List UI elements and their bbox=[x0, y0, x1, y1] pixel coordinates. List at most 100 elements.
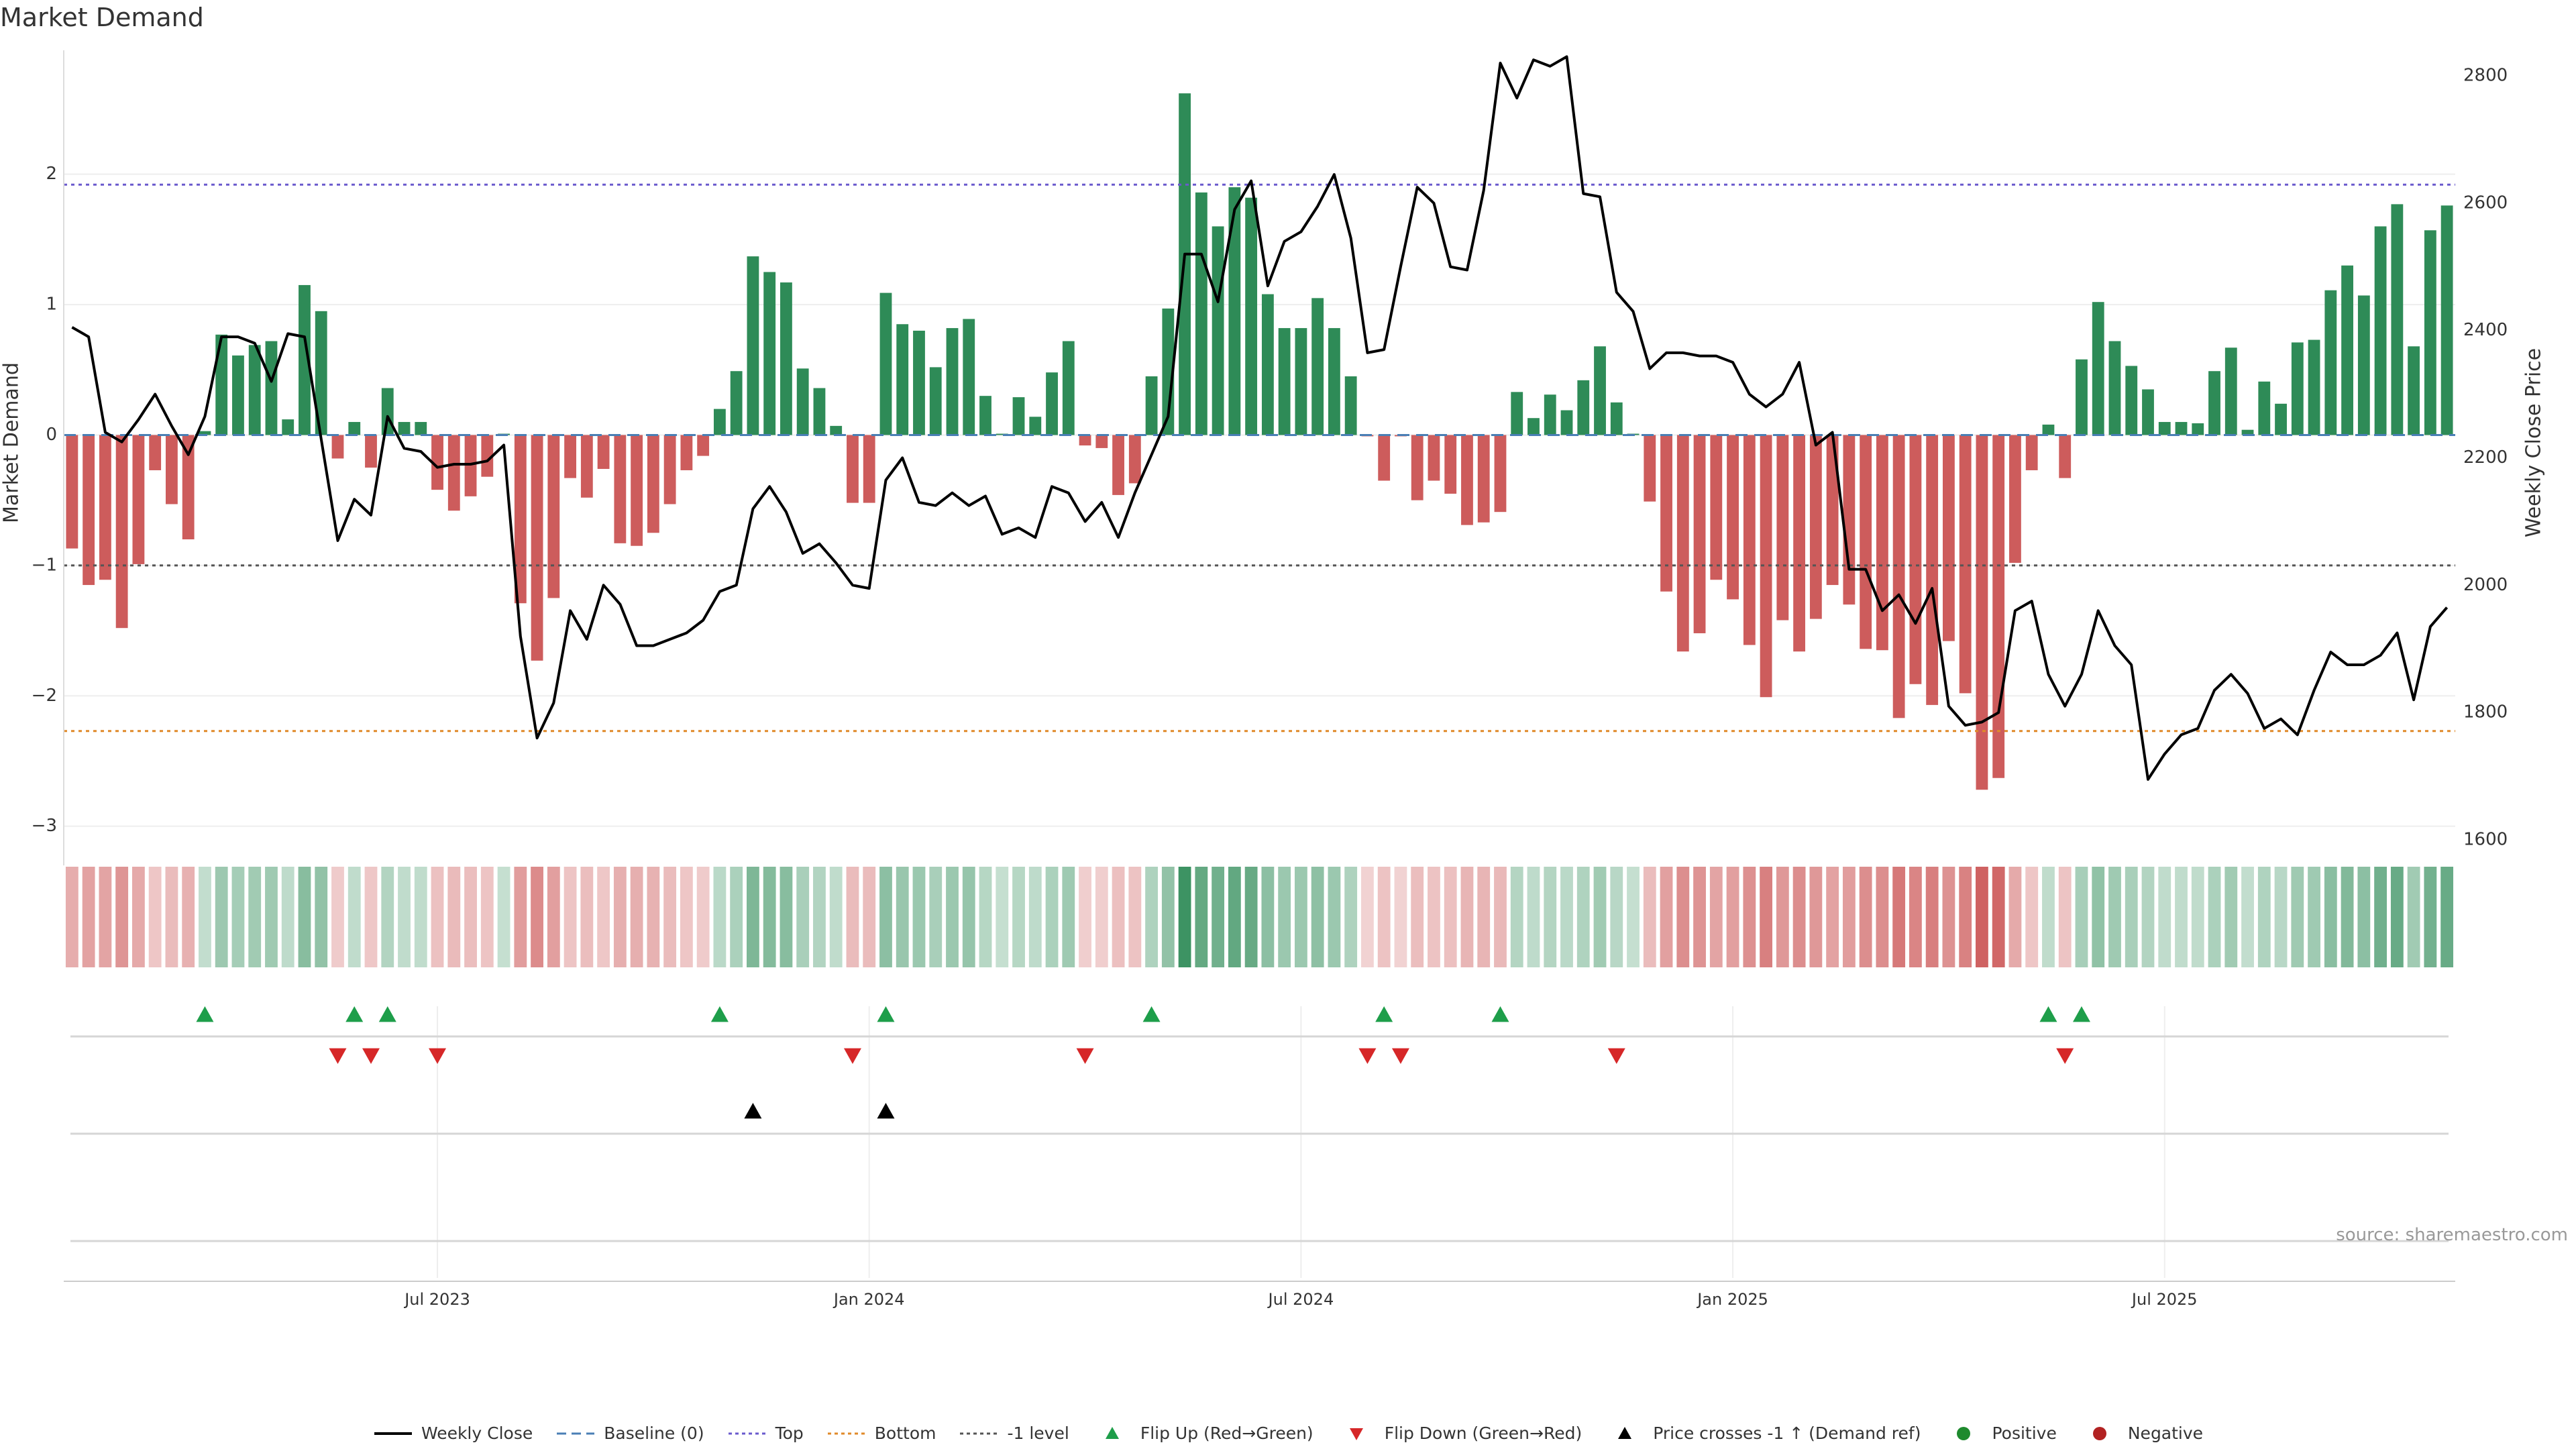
heat-strip-cell bbox=[1743, 867, 1756, 967]
heat-strip-cell bbox=[99, 867, 112, 967]
legend-item: Price crosses -1 ↑ (Demand ref) bbox=[1605, 1424, 1921, 1443]
heat-strip-cell bbox=[2374, 867, 2387, 967]
demand-bar bbox=[115, 435, 128, 629]
x-tick-label: Jul 2024 bbox=[1267, 1290, 1334, 1309]
demand-bar bbox=[66, 435, 78, 549]
demand-bar bbox=[1228, 187, 1241, 435]
demand-bar bbox=[996, 433, 1008, 435]
heat-strip-cell bbox=[315, 867, 328, 967]
heat-strip-cell bbox=[2058, 867, 2072, 967]
heat-strip-cell bbox=[2390, 867, 2404, 967]
demand-bar bbox=[1892, 435, 1905, 718]
flip-up-marker bbox=[1142, 1006, 1161, 1022]
y2-tick-label: 1600 bbox=[2463, 830, 2508, 850]
legend-label: Weekly Close bbox=[421, 1424, 533, 1443]
heat-strip-cell bbox=[431, 867, 444, 967]
heat-strip-cell bbox=[547, 867, 560, 967]
demand-bar bbox=[1992, 435, 2005, 778]
heat-strip-cell bbox=[879, 867, 892, 967]
heat-strip-cell bbox=[531, 867, 543, 967]
heat-strip-cell bbox=[2324, 867, 2337, 967]
price-cross-marker bbox=[877, 1103, 895, 1119]
y2-tick-label: 2000 bbox=[2463, 575, 2508, 595]
x-tick-label: Jan 2024 bbox=[833, 1290, 905, 1309]
demand-bar bbox=[1610, 402, 1623, 435]
heat-strip-cell bbox=[647, 867, 660, 967]
heat-strip-cell bbox=[1294, 867, 1307, 967]
legend-swatch bbox=[960, 1432, 998, 1434]
heat-strip-cell bbox=[82, 867, 95, 967]
demand-bar bbox=[166, 435, 178, 504]
heat-strip-cell bbox=[1112, 867, 1125, 967]
heat-strip-cell bbox=[1278, 867, 1291, 967]
flip-down-marker bbox=[429, 1048, 447, 1064]
heat-strip-cell bbox=[863, 867, 876, 967]
flip-up-marker bbox=[1491, 1006, 1509, 1022]
legend: Weekly Close Baseline (0) Top Bottom -1 leve… bbox=[0, 1424, 2576, 1443]
demand-bar bbox=[464, 435, 477, 496]
x-tick-label: Jul 2025 bbox=[2131, 1290, 2198, 1309]
flip-down-marker bbox=[362, 1048, 380, 1064]
demand-bar bbox=[83, 435, 95, 586]
heat-strip-cell bbox=[680, 867, 693, 967]
heat-strip-cell bbox=[231, 867, 245, 967]
flip-up-marker bbox=[345, 1006, 364, 1022]
demand-bar bbox=[1544, 394, 1556, 435]
demand-bar bbox=[963, 319, 975, 435]
demand-bar bbox=[2059, 435, 2072, 478]
demand-bar bbox=[2208, 371, 2220, 435]
heat-strip-cell bbox=[281, 867, 294, 967]
demand-bar bbox=[2308, 339, 2320, 435]
heat-strip-cell bbox=[1627, 867, 1640, 967]
demand-bar bbox=[697, 435, 710, 456]
demand-bar bbox=[1494, 435, 1507, 513]
demand-bar bbox=[2076, 359, 2088, 435]
source-label: source: sharemaestro.com bbox=[2336, 1225, 2568, 1245]
legend-label: Flip Up (Red→Green) bbox=[1140, 1424, 1313, 1443]
demand-bar bbox=[348, 422, 361, 435]
heat-strip-cell bbox=[2440, 867, 2454, 967]
heat-strip-cell bbox=[2407, 867, 2420, 967]
demand-bar bbox=[514, 435, 527, 604]
demand-bar bbox=[2175, 422, 2188, 435]
x-tick-label: Jan 2025 bbox=[1696, 1290, 1768, 1309]
heat-strip-cell bbox=[597, 867, 610, 967]
heat-strip-cell bbox=[2141, 867, 2155, 967]
demand-bar bbox=[282, 419, 294, 435]
demand-bar bbox=[2391, 204, 2404, 435]
legend-swatch bbox=[2092, 1426, 2106, 1440]
heat-strip-cell bbox=[1079, 867, 1091, 967]
heat-strip-cell bbox=[298, 867, 311, 967]
demand-bar bbox=[1145, 376, 1158, 435]
heat-strip-cell bbox=[1145, 867, 1158, 967]
demand-bar bbox=[2192, 423, 2204, 435]
demand-bar bbox=[2324, 290, 2337, 435]
demand-bar bbox=[647, 435, 659, 533]
demand-bar bbox=[713, 409, 726, 435]
heat-strip-cell bbox=[2125, 867, 2138, 967]
y2-tick-label: 1800 bbox=[2463, 702, 2508, 722]
demand-bar bbox=[1743, 435, 1756, 645]
demand-bar bbox=[2142, 389, 2154, 435]
demand-bar bbox=[580, 435, 593, 498]
demand-bar bbox=[1793, 435, 1806, 652]
demand-bar bbox=[1809, 435, 1822, 619]
heat-strip-cell bbox=[1942, 867, 1955, 967]
heat-strip-cell bbox=[713, 867, 727, 967]
heat-strip-cell bbox=[199, 867, 211, 967]
heat-strip-cell bbox=[846, 867, 859, 967]
heat-strip-cell bbox=[265, 867, 278, 967]
demand-bar bbox=[2291, 342, 2304, 435]
heat-strip-cell bbox=[1377, 867, 1391, 967]
heat-strip-cell bbox=[829, 867, 843, 967]
legend-label: Positive bbox=[1992, 1424, 2057, 1443]
demand-bar bbox=[1079, 435, 1091, 446]
heat-strip-cell bbox=[1693, 867, 1706, 967]
heat-strip-cell bbox=[1660, 867, 1673, 967]
demand-bar bbox=[1760, 435, 1772, 698]
y-tick-label: 2 bbox=[46, 164, 57, 184]
demand-bar bbox=[1461, 435, 1473, 525]
heat-strip-cell bbox=[1494, 867, 1507, 967]
heat-strip-cell bbox=[1892, 867, 1906, 967]
heat-strip-cell bbox=[331, 867, 344, 967]
